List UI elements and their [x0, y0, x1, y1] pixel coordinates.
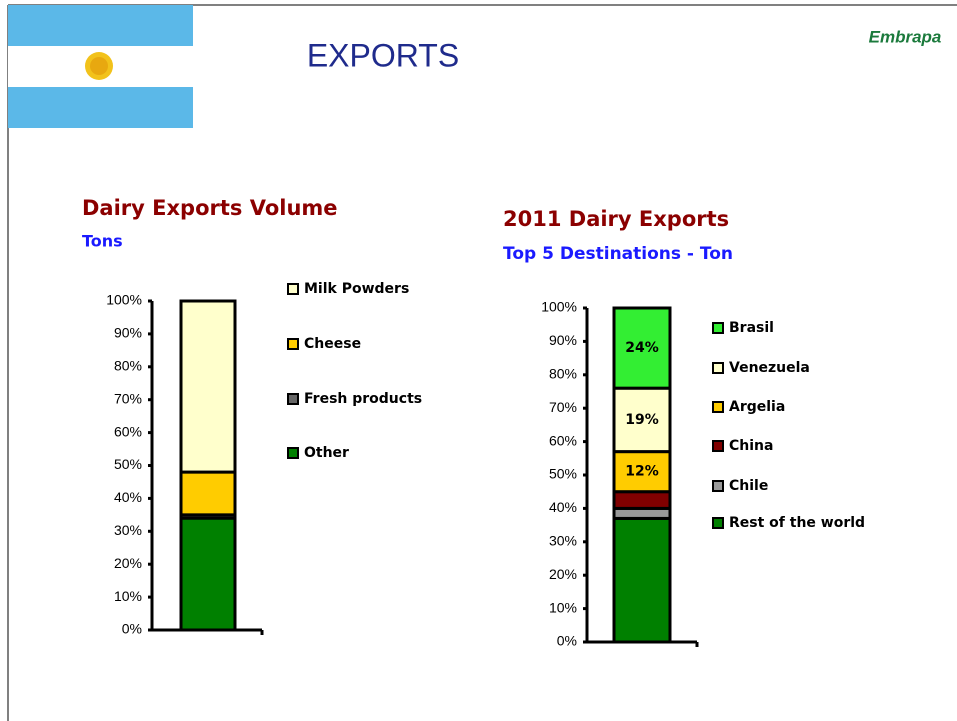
data-label: 19% [625, 412, 659, 428]
y-tick-label: 30% [114, 522, 142, 538]
logo: Embrapa [869, 27, 942, 46]
y-tick-label: 60% [114, 423, 142, 439]
legend-swatch [287, 393, 299, 405]
data-label: 12% [625, 464, 659, 480]
y-tick-label: 20% [549, 566, 577, 582]
legend-label: Fresh products [304, 391, 422, 407]
legend-swatch [287, 447, 299, 459]
y-tick-label: 80% [114, 358, 142, 374]
legend-swatch [712, 362, 724, 374]
legend-label: Chile [729, 478, 768, 494]
y-tick-label: 50% [114, 456, 142, 472]
legend-label: Milk Powders [304, 281, 409, 297]
legend-label: Other [304, 445, 349, 461]
chart-subtitle: Tons [82, 232, 123, 251]
bar-segment [612, 306, 672, 390]
legend-swatch [287, 283, 299, 295]
legend-label: China [729, 438, 773, 454]
legend-label: Brasil [729, 320, 774, 336]
bar-segment [179, 299, 237, 474]
bar-segment [612, 490, 672, 510]
y-tick-label: 90% [549, 332, 577, 348]
bar-segment [612, 506, 672, 520]
y-tick-label: 70% [114, 390, 142, 406]
y-tick-label: 50% [549, 466, 577, 482]
legend-label: Cheese [304, 336, 361, 352]
y-tick-label: 0% [122, 621, 142, 637]
y-tick-label: 10% [549, 599, 577, 615]
bar-segment [179, 470, 237, 517]
y-tick-label: 20% [114, 555, 142, 571]
chart-title: 2011 Dairy Exports [503, 207, 729, 231]
y-tick-label: 70% [549, 399, 577, 415]
legend-label: Rest of the world [729, 515, 865, 531]
chart-subtitle: Top 5 Destinations - Ton [503, 244, 733, 264]
data-label: 24% [625, 340, 659, 356]
y-tick-label: 40% [114, 489, 142, 505]
chart-title: Dairy Exports Volume [82, 196, 338, 220]
y-tick-label: 90% [114, 325, 142, 341]
legend-label: Venezuela [729, 360, 810, 376]
y-tick-label: 10% [114, 588, 142, 604]
legend-label: Argelia [729, 399, 785, 415]
bar-segment [612, 516, 672, 644]
y-tick-label: 60% [549, 432, 577, 448]
legend-swatch [712, 401, 724, 413]
legend-swatch [712, 480, 724, 492]
y-tick-label: 0% [557, 633, 577, 649]
y-tick-label: 30% [549, 533, 577, 549]
y-tick-label: 40% [549, 499, 577, 515]
bar-segment [179, 516, 237, 632]
legend-swatch [712, 517, 724, 529]
legend-swatch [712, 440, 724, 452]
y-tick-label: 80% [549, 366, 577, 382]
legend-swatch [287, 338, 299, 350]
bar-segment [612, 450, 672, 494]
y-tick-label: 100% [541, 299, 577, 315]
flag [8, 5, 193, 128]
y-tick-label: 100% [106, 292, 142, 308]
slide-title: EXPORTS [307, 37, 459, 73]
legend-swatch [712, 322, 724, 334]
